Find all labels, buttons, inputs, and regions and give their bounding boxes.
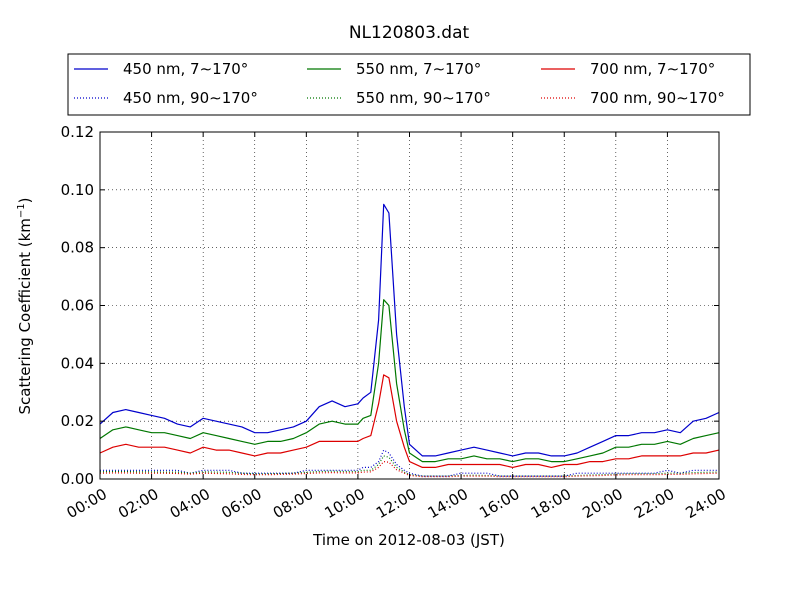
series-line <box>99 461 720 478</box>
legend-label: 550 nm, 90∼170° <box>356 89 491 107</box>
y-axis-label-main: Scattering Coefficient (km <box>16 218 34 414</box>
series-line <box>99 203 720 457</box>
legend-label: 700 nm, 90∼170° <box>590 89 725 107</box>
series-line <box>99 299 720 463</box>
plot-background <box>100 132 719 479</box>
y-tick-label: 0.08 <box>61 239 94 257</box>
y-tick-label: 0.06 <box>61 297 94 315</box>
y-tick-label: 0.00 <box>61 470 94 488</box>
legend-label: 450 nm, 7∼170° <box>123 60 248 78</box>
legend-label: 550 nm, 7∼170° <box>356 60 481 78</box>
plot-area: 00:00 02:00 04:00 06:00 08:00 10:00 12:00 14:00… <box>61 123 729 522</box>
legend: 450 nm, 7∼170° 550 nm, 7∼170° 700 nm, 7∼17… <box>67 53 751 116</box>
y-axis-label: Scattering Coefficient (km−1) <box>16 197 34 414</box>
y-axis-label-superscript: −1 <box>16 203 27 218</box>
series-lines <box>99 203 720 478</box>
y-tick-label: 0.12 <box>61 123 94 141</box>
legend-label: 450 nm, 90∼170° <box>123 89 258 107</box>
legend-frame <box>67 53 751 116</box>
y-axis: 0.00 0.02 0.04 0.06 0.08 0.10 0.12 <box>61 123 719 488</box>
y-tick-label: 0.02 <box>61 412 94 430</box>
x-axis-label: Time on 2012-08-03 (JST) <box>312 531 505 549</box>
chart-title: NL120803.dat <box>349 23 470 43</box>
y-tick-label: 0.10 <box>61 181 94 199</box>
y-tick-label: 0.04 <box>61 354 94 372</box>
y-axis-label-end: ) <box>16 197 34 203</box>
series-line <box>99 455 720 477</box>
series-line <box>99 374 720 468</box>
legend-label: 700 nm, 7∼170° <box>590 60 715 78</box>
